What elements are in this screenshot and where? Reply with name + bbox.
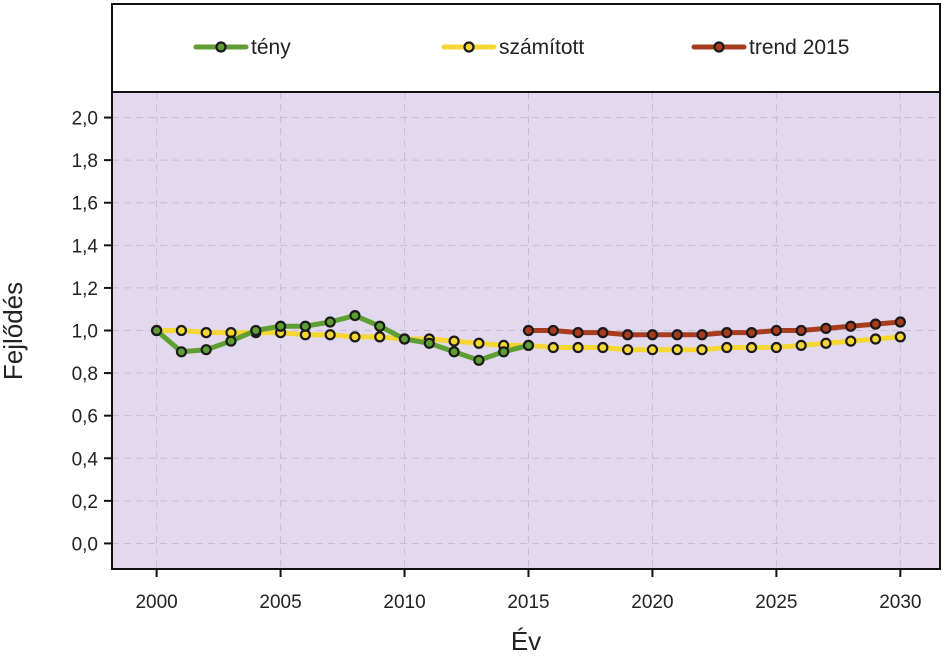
gridlines bbox=[112, 92, 940, 569]
legend-label-trend-2015: trend 2015 bbox=[749, 36, 849, 59]
y-tick-label: 2,0 bbox=[72, 109, 98, 130]
data-point-szamitott bbox=[745, 341, 758, 354]
data-point-teny bbox=[398, 333, 411, 345]
data-point-szamitott bbox=[671, 344, 683, 356]
data-point-trend-2015 bbox=[770, 324, 782, 337]
data-point-szamitott bbox=[646, 344, 659, 356]
data-point-teny bbox=[448, 346, 460, 358]
data-point-trend-2015 bbox=[869, 318, 882, 330]
data-point-trend-2015 bbox=[845, 320, 857, 332]
x-tick-label: 2010 bbox=[383, 592, 425, 613]
data-point-szamitott bbox=[795, 339, 807, 352]
legend-label-teny: tény bbox=[251, 36, 291, 59]
data-point-trend-2015 bbox=[696, 329, 708, 341]
data-point-teny bbox=[200, 344, 212, 356]
data-point-trend-2015 bbox=[522, 324, 535, 337]
data-point-szamitott bbox=[894, 331, 906, 343]
data-point-trend-2015 bbox=[622, 329, 634, 341]
data-point-trend-2015 bbox=[721, 327, 733, 339]
data-point-teny bbox=[151, 324, 163, 337]
data-point-szamitott bbox=[597, 341, 609, 354]
data-point-trend-2015 bbox=[671, 329, 683, 341]
x-tick-label: 2015 bbox=[507, 592, 549, 613]
data-point-teny bbox=[473, 354, 485, 366]
y-tick-label: 0,6 bbox=[72, 407, 98, 428]
data-point-trend-2015 bbox=[572, 327, 584, 339]
data-point-szamitott bbox=[473, 337, 485, 349]
y-tick-label: 0,8 bbox=[72, 364, 98, 385]
y-tick-label: 0,4 bbox=[72, 449, 99, 470]
legend-marker-teny bbox=[215, 41, 227, 53]
data-point-trend-2015 bbox=[547, 324, 559, 337]
data-point-teny bbox=[522, 339, 535, 352]
y-tick-label: 1,2 bbox=[72, 279, 98, 300]
data-point-szamitott bbox=[770, 341, 782, 354]
data-point-szamitott bbox=[572, 341, 584, 354]
series-line-trend-2015 bbox=[526, 319, 903, 338]
data-point-szamitott bbox=[845, 335, 857, 347]
data-point-trend-2015 bbox=[820, 322, 832, 334]
y-tick-label: 1,0 bbox=[72, 322, 98, 343]
x-tick-label: 2030 bbox=[879, 592, 921, 613]
legend-marker-szamitott bbox=[463, 41, 475, 53]
data-point-szamitott bbox=[820, 337, 832, 349]
data-point-szamitott bbox=[349, 331, 361, 343]
y-tick-label: 0,2 bbox=[72, 492, 98, 513]
data-point-trend-2015 bbox=[646, 329, 659, 341]
data-point-teny bbox=[423, 337, 435, 349]
legend-marker-trend-2015 bbox=[713, 41, 725, 53]
data-point-teny bbox=[374, 320, 386, 332]
series bbox=[151, 309, 906, 366]
y-axis: 0,0 0,2 0,4 0,6 0,8 1,0 1,2 1,4 1,6 1,8 2,0 bbox=[72, 109, 112, 555]
data-point-szamitott bbox=[869, 333, 882, 345]
x-tick-label: 2020 bbox=[631, 592, 673, 613]
legend-box bbox=[111, 3, 941, 93]
data-point-teny bbox=[175, 346, 188, 358]
legend-label-szamitott: számított bbox=[499, 36, 584, 59]
y-axis-title: Fejlődés bbox=[0, 282, 28, 380]
data-point-trend-2015 bbox=[745, 327, 758, 339]
data-point-teny bbox=[274, 320, 287, 332]
x-axis-title: Év bbox=[511, 626, 541, 656]
data-point-trend-2015 bbox=[894, 316, 906, 328]
y-tick-label: 0,0 bbox=[72, 534, 98, 555]
x-tick-label: 2005 bbox=[259, 592, 301, 613]
data-point-teny bbox=[349, 309, 361, 322]
data-point-szamitott bbox=[448, 335, 460, 347]
data-point-teny bbox=[324, 316, 336, 328]
data-point-szamitott bbox=[721, 341, 733, 354]
y-tick-label: 1,4 bbox=[72, 236, 99, 257]
y-tick-label: 1,8 bbox=[72, 151, 98, 172]
legend: tény számított trend 2015 bbox=[193, 36, 849, 59]
data-point-trend-2015 bbox=[795, 324, 807, 337]
data-point-trend-2015 bbox=[597, 327, 609, 339]
data-point-teny bbox=[498, 346, 510, 358]
data-point-teny bbox=[250, 324, 262, 337]
data-point-teny bbox=[299, 320, 311, 332]
data-point-teny bbox=[225, 335, 237, 347]
data-point-szamitott bbox=[324, 329, 336, 341]
x-tick-label: 2025 bbox=[755, 592, 797, 613]
data-point-szamitott bbox=[374, 331, 386, 343]
data-point-szamitott bbox=[547, 341, 559, 354]
data-point-szamitott bbox=[622, 344, 634, 356]
data-point-szamitott bbox=[200, 327, 212, 339]
x-axis: 2000 2005 2010 2015 2020 2025 2030 bbox=[135, 569, 921, 613]
data-point-szamitott bbox=[175, 324, 188, 337]
y-tick-label: 1,6 bbox=[72, 194, 98, 215]
x-tick-label: 2000 bbox=[135, 592, 177, 613]
data-point-szamitott bbox=[696, 344, 708, 356]
series-line-teny bbox=[154, 313, 531, 363]
